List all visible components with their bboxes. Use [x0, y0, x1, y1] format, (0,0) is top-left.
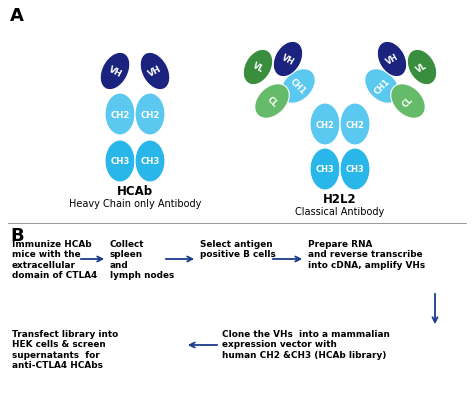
Text: VL: VL	[251, 61, 265, 74]
Ellipse shape	[310, 148, 340, 191]
Text: VL: VL	[415, 61, 429, 74]
Text: CH1: CH1	[373, 77, 392, 97]
Ellipse shape	[135, 94, 165, 136]
Ellipse shape	[281, 70, 315, 104]
Text: CH2: CH2	[316, 120, 335, 129]
Text: H2L2: H2L2	[323, 193, 357, 206]
Ellipse shape	[105, 141, 135, 182]
Text: CL: CL	[401, 95, 415, 109]
Text: Clone the VHs  into a mammalian
expression vector with
human CH2 &CH3 (HCAb libr: Clone the VHs into a mammalian expressio…	[222, 329, 390, 359]
Text: VH: VH	[384, 53, 400, 67]
Text: VH: VH	[280, 53, 296, 67]
Text: Heavy Chain only Antibody: Heavy Chain only Antibody	[69, 198, 201, 209]
Text: CH2: CH2	[346, 120, 365, 129]
Ellipse shape	[255, 85, 289, 119]
Ellipse shape	[243, 50, 273, 85]
Ellipse shape	[100, 53, 130, 90]
Ellipse shape	[310, 104, 340, 146]
Ellipse shape	[407, 50, 437, 85]
Text: Classical Antibody: Classical Antibody	[295, 207, 384, 216]
Text: Select antigen
positive B cells: Select antigen positive B cells	[200, 239, 276, 259]
Ellipse shape	[340, 148, 370, 191]
Text: Prepare RNA
and reverse transcribe
into cDNA, amplify VHs: Prepare RNA and reverse transcribe into …	[308, 239, 425, 269]
Text: Immunize HCAb
mice with the
extracellular
domain of CTLA4: Immunize HCAb mice with the extracellula…	[12, 239, 97, 279]
Text: VH: VH	[107, 65, 123, 79]
Text: CH2: CH2	[110, 110, 130, 119]
Text: CH3: CH3	[346, 165, 365, 174]
Text: VH: VH	[147, 65, 163, 79]
Ellipse shape	[391, 85, 425, 119]
Ellipse shape	[377, 42, 407, 77]
Text: CH2: CH2	[140, 110, 160, 119]
Ellipse shape	[105, 94, 135, 136]
Text: CH3: CH3	[110, 157, 130, 166]
Text: Collect
spleen
and
lymph nodes: Collect spleen and lymph nodes	[110, 239, 174, 279]
Text: CL: CL	[265, 95, 279, 109]
Ellipse shape	[340, 104, 370, 146]
Ellipse shape	[273, 42, 303, 77]
Text: A: A	[10, 7, 24, 25]
Text: CH3: CH3	[316, 165, 334, 174]
Ellipse shape	[135, 141, 165, 182]
Text: CH3: CH3	[140, 157, 160, 166]
Text: HCAb: HCAb	[117, 185, 153, 198]
Text: Transfect library into
HEK cells & screen
supernatants  for
anti-CTLA4 HCAbs: Transfect library into HEK cells & scree…	[12, 329, 118, 369]
Ellipse shape	[365, 70, 399, 104]
Text: B: B	[10, 227, 24, 245]
Text: CH1: CH1	[288, 77, 308, 97]
Ellipse shape	[140, 53, 170, 90]
